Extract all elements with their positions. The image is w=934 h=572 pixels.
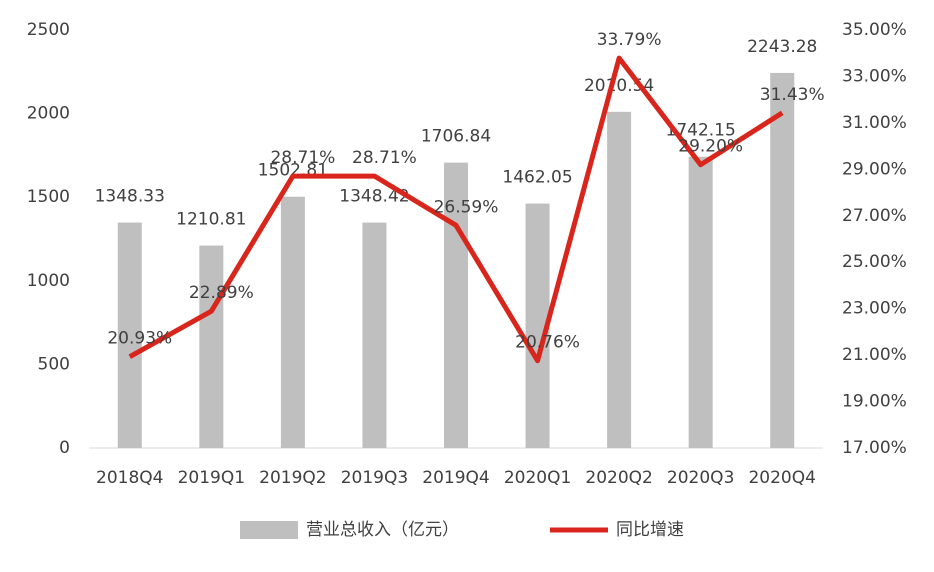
bar	[280, 196, 305, 448]
line	[128, 55, 784, 364]
x-tick-label: 2019Q3	[341, 468, 408, 488]
legend-swatch	[240, 521, 298, 539]
bar-value-label: 1742.15	[666, 121, 736, 141]
line-value-label: 31.43%	[760, 85, 825, 105]
x-tick-label: 2018Q4	[96, 468, 163, 488]
line-value-label: 28.71%	[352, 148, 417, 168]
y-tick-label: 0	[59, 438, 70, 458]
bar	[199, 245, 224, 448]
bar	[607, 111, 632, 449]
y-tick-label: 1500	[27, 187, 70, 207]
y-tick-label: 2000	[27, 104, 70, 124]
y2-tick-label: 29.00%	[842, 159, 907, 179]
legend-label: 营业总收入（亿元）	[306, 520, 459, 540]
line-value-label: 33.79%	[597, 30, 662, 50]
x-tick-label: 2020Q4	[748, 468, 815, 488]
bar-value-label: 1462.05	[502, 168, 572, 188]
y2-tick-label: 25.00%	[842, 252, 907, 272]
y2-tick-label: 23.00%	[842, 299, 907, 319]
y2-tick-label: 17.00%	[842, 438, 907, 458]
bar-value-label: 1706.84	[421, 127, 491, 147]
x-tick-label: 2020Q3	[667, 468, 734, 488]
x-tick-label: 2020Q2	[585, 468, 652, 488]
y2-tick-label: 35.00%	[842, 20, 907, 40]
y2-tick-label: 33.00%	[842, 66, 907, 86]
line-value-label: 29.20%	[678, 137, 743, 157]
x-tick-label: 2019Q2	[259, 468, 326, 488]
line-value-label: 20.93%	[107, 329, 172, 349]
bar-value-label: 2243.28	[747, 37, 817, 57]
y-tick-label: 2500	[27, 20, 70, 40]
x-tick-label: 2020Q1	[504, 468, 571, 488]
x-tick-label: 2019Q1	[178, 468, 245, 488]
line-value-label: 22.89%	[189, 283, 254, 303]
line-value-label: 20.76%	[515, 333, 580, 353]
legend-label: 同比增速	[616, 520, 684, 540]
y2-tick-label: 19.00%	[842, 392, 907, 412]
line-value-label: 28.71%	[270, 148, 335, 168]
bar-value-label: 1348.42	[339, 187, 409, 207]
y-tick-label: 1000	[27, 271, 70, 291]
bar	[117, 222, 142, 448]
bar	[688, 156, 713, 448]
bar	[362, 222, 387, 448]
line-value-label: 26.59%	[434, 197, 499, 217]
bar	[770, 72, 795, 448]
bar	[444, 162, 468, 449]
bar-value-label: 1348.33	[95, 187, 165, 207]
x-tick-label: 2019Q4	[422, 468, 489, 488]
y2-tick-label: 21.00%	[842, 345, 907, 365]
y-tick-label: 500	[38, 354, 70, 374]
y2-tick-label: 31.00%	[842, 113, 907, 133]
y2-tick-label: 27.00%	[842, 206, 907, 226]
bar-value-label: 1210.81	[176, 210, 246, 230]
